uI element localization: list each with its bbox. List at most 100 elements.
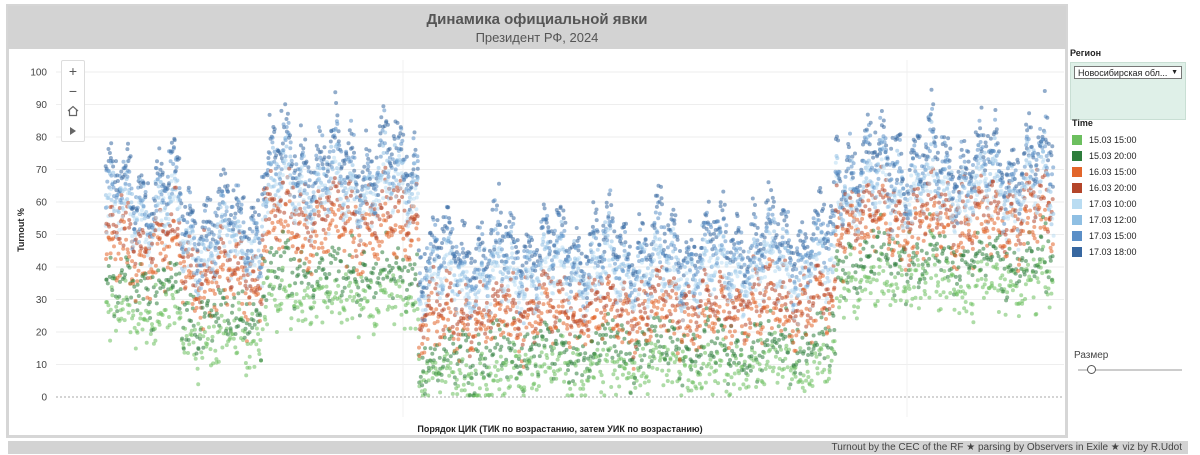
data-point[interactable]: [183, 204, 188, 209]
data-point[interactable]: [566, 368, 570, 373]
data-point[interactable]: [109, 173, 114, 178]
data-point[interactable]: [215, 268, 220, 273]
data-point[interactable]: [313, 287, 318, 292]
data-point[interactable]: [233, 272, 238, 277]
data-point[interactable]: [396, 162, 400, 167]
data-point[interactable]: [233, 211, 238, 216]
data-point[interactable]: [551, 263, 556, 268]
data-point[interactable]: [564, 292, 569, 297]
data-point[interactable]: [253, 210, 257, 215]
data-point[interactable]: [203, 225, 208, 230]
data-point[interactable]: [642, 247, 647, 252]
data-point[interactable]: [632, 303, 637, 308]
data-point[interactable]: [356, 335, 361, 340]
data-point[interactable]: [213, 248, 218, 253]
data-point[interactable]: [110, 182, 115, 187]
data-point[interactable]: [332, 135, 337, 140]
data-point[interactable]: [121, 246, 126, 251]
data-point[interactable]: [346, 198, 350, 203]
data-point[interactable]: [485, 335, 490, 340]
data-point[interactable]: [583, 393, 588, 398]
data-point[interactable]: [114, 304, 119, 309]
data-point[interactable]: [306, 281, 311, 286]
data-point[interactable]: [614, 349, 618, 354]
data-point[interactable]: [656, 339, 661, 344]
data-point[interactable]: [540, 285, 545, 290]
data-point[interactable]: [348, 193, 353, 198]
data-point[interactable]: [414, 183, 419, 187]
data-point[interactable]: [262, 259, 267, 264]
data-point[interactable]: [263, 304, 268, 309]
data-point[interactable]: [114, 328, 118, 333]
data-point[interactable]: [488, 329, 493, 334]
data-point[interactable]: [260, 217, 265, 222]
data-point[interactable]: [123, 278, 128, 283]
data-point[interactable]: [128, 212, 133, 217]
data-point[interactable]: [357, 207, 362, 212]
data-point[interactable]: [317, 166, 322, 171]
data-point[interactable]: [339, 181, 344, 186]
data-point[interactable]: [106, 303, 111, 308]
data-point[interactable]: [328, 139, 333, 144]
data-point[interactable]: [450, 245, 455, 250]
data-point[interactable]: [246, 256, 251, 261]
data-point[interactable]: [488, 302, 493, 307]
data-point[interactable]: [314, 157, 319, 162]
data-point[interactable]: [597, 326, 602, 331]
data-point[interactable]: [333, 159, 338, 164]
data-point[interactable]: [356, 285, 361, 290]
data-point[interactable]: [306, 165, 311, 170]
data-point[interactable]: [230, 310, 234, 315]
data-point[interactable]: [220, 267, 225, 272]
data-point[interactable]: [309, 170, 314, 175]
data-point[interactable]: [481, 376, 486, 381]
data-point[interactable]: [577, 334, 582, 339]
data-point[interactable]: [498, 222, 502, 227]
data-point[interactable]: [437, 296, 442, 301]
data-point[interactable]: [340, 289, 345, 294]
data-point[interactable]: [497, 387, 502, 392]
data-point[interactable]: [148, 263, 153, 268]
data-point[interactable]: [333, 90, 338, 95]
data-point[interactable]: [135, 282, 140, 287]
data-point[interactable]: [363, 216, 367, 221]
data-point[interactable]: [496, 368, 500, 373]
data-point[interactable]: [295, 305, 300, 310]
data-point[interactable]: [589, 300, 594, 305]
data-point[interactable]: [447, 373, 452, 378]
data-point[interactable]: [254, 225, 259, 230]
data-point[interactable]: [172, 229, 177, 234]
data-point[interactable]: [503, 225, 508, 229]
data-point[interactable]: [310, 284, 315, 289]
data-point[interactable]: [369, 220, 374, 225]
data-point[interactable]: [513, 349, 518, 354]
data-point[interactable]: [125, 197, 130, 202]
data-point[interactable]: [241, 195, 246, 200]
data-point[interactable]: [672, 276, 676, 281]
data-point[interactable]: [232, 215, 237, 220]
data-point[interactable]: [358, 224, 363, 229]
data-point[interactable]: [272, 127, 277, 132]
data-point[interactable]: [222, 244, 227, 249]
data-point[interactable]: [520, 342, 525, 347]
data-point[interactable]: [672, 331, 677, 336]
data-point[interactable]: [122, 275, 127, 280]
data-point[interactable]: [605, 291, 610, 296]
data-point[interactable]: [277, 238, 282, 243]
data-point[interactable]: [467, 354, 472, 359]
data-point[interactable]: [405, 301, 410, 306]
data-point[interactable]: [474, 372, 479, 376]
data-point[interactable]: [448, 366, 452, 371]
data-point[interactable]: [548, 309, 553, 314]
data-point[interactable]: [650, 365, 655, 370]
data-point[interactable]: [125, 174, 130, 179]
data-point[interactable]: [330, 167, 335, 172]
data-point[interactable]: [557, 213, 562, 218]
data-point[interactable]: [519, 306, 524, 311]
data-point[interactable]: [383, 201, 388, 206]
data-point[interactable]: [435, 319, 440, 324]
data-point[interactable]: [461, 382, 466, 387]
data-point[interactable]: [219, 250, 224, 255]
data-point[interactable]: [351, 269, 356, 274]
data-point[interactable]: [214, 308, 219, 313]
